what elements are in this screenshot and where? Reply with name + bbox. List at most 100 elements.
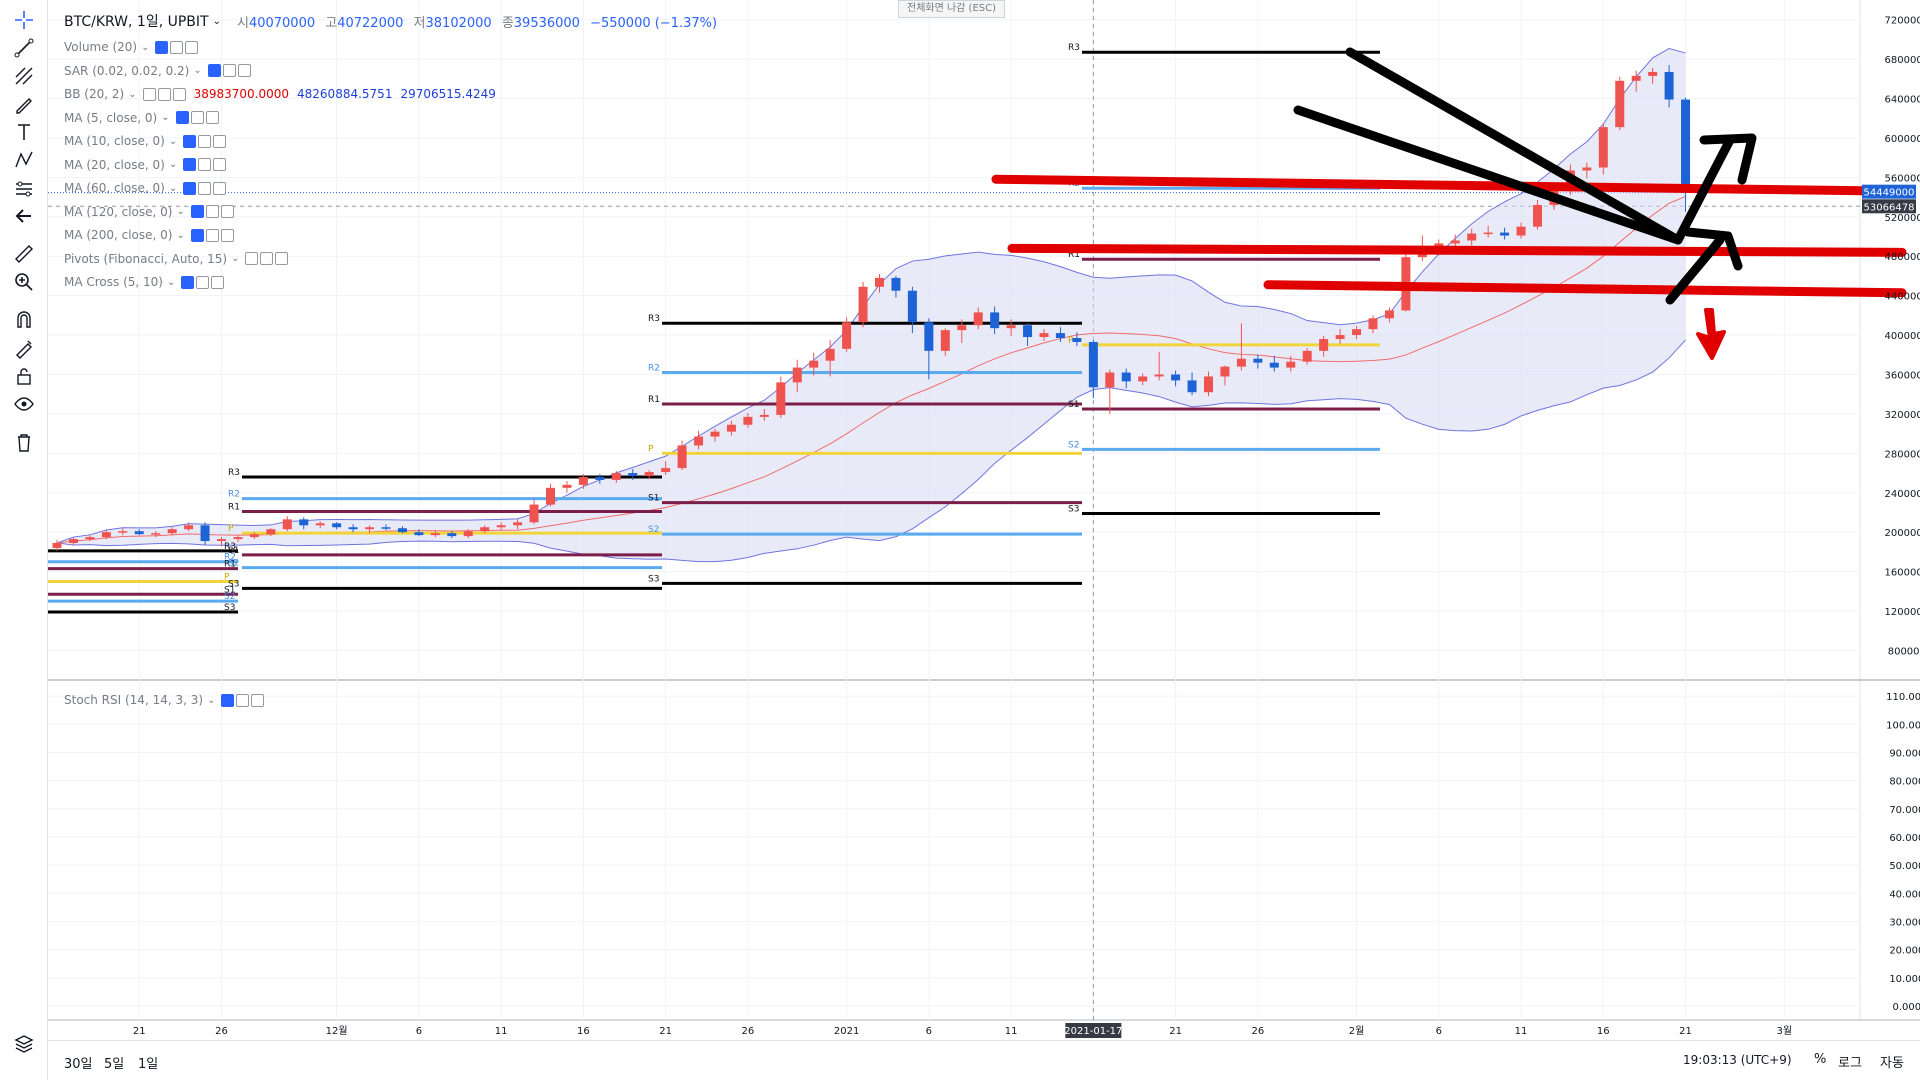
candle[interactable] (1253, 354, 1263, 369)
brush-icon[interactable] (8, 90, 40, 118)
candle[interactable] (1335, 329, 1345, 344)
indicator-label[interactable]: MA (20, close, 0) (64, 157, 165, 172)
candle[interactable] (496, 522, 506, 531)
candle[interactable] (1582, 162, 1592, 179)
indicator-label[interactable]: MA (10, close, 0) (64, 134, 165, 148)
zoom-icon[interactable] (8, 268, 40, 296)
candle[interactable] (1467, 228, 1477, 246)
candle[interactable] (184, 522, 194, 532)
candle[interactable] (365, 525, 375, 534)
candle[interactable] (710, 428, 720, 442)
candle[interactable] (546, 483, 555, 507)
indicator-controls[interactable] (142, 87, 186, 101)
candle[interactable] (776, 376, 786, 418)
candle[interactable] (1220, 365, 1230, 386)
chevron-down-icon[interactable]: ⌄ (176, 206, 185, 217)
magnet-icon[interactable] (8, 306, 40, 334)
indicator-legend[interactable]: SAR (0.02, 0.02, 0.2) ⌄ (64, 61, 251, 81)
chevron-down-icon[interactable]: ⌄ (231, 253, 240, 264)
candle[interactable] (842, 317, 852, 352)
candle[interactable] (973, 307, 983, 330)
candle[interactable] (381, 524, 391, 531)
candle[interactable] (1384, 307, 1394, 323)
candle[interactable] (595, 474, 605, 484)
indicator-label[interactable]: MA (200, close, 0) (64, 228, 173, 242)
candle[interactable] (1006, 319, 1016, 337)
candle[interactable] (578, 474, 588, 489)
candle[interactable] (726, 420, 736, 436)
ruler-icon[interactable] (8, 240, 40, 268)
candle[interactable] (1664, 65, 1674, 108)
candle[interactable] (1236, 323, 1246, 371)
indicator-controls[interactable] (190, 205, 234, 218)
symbol-header[interactable]: BTC/KRW, 1일, UPBIT ⌄ 시40070000 고40722000… (64, 10, 717, 32)
candle[interactable] (85, 535, 95, 542)
candle[interactable] (529, 499, 539, 525)
indicator-label[interactable]: Pivots (Fibonacci, Auto, 15) (64, 251, 228, 266)
candle[interactable] (1302, 347, 1312, 365)
indicator-legend[interactable]: MA Cross (5, 10) ⌄ (64, 272, 225, 292)
range-5d-button[interactable]: 5일 (104, 1057, 125, 1072)
candle[interactable] (1039, 329, 1049, 341)
indicator-controls[interactable] (183, 181, 227, 195)
candle[interactable] (792, 359, 802, 393)
candle[interactable] (1105, 369, 1115, 414)
candle[interactable] (167, 527, 177, 536)
candle[interactable] (940, 328, 950, 356)
trash-icon[interactable] (8, 428, 40, 456)
candle[interactable] (1483, 225, 1493, 238)
candle[interactable] (1286, 355, 1296, 372)
candle[interactable] (1533, 200, 1542, 230)
pattern-icon[interactable] (8, 146, 40, 174)
range-1d-button[interactable]: 1일 (138, 1057, 159, 1072)
indicator-label[interactable]: SAR (0.02, 0.02, 0.2) (64, 63, 190, 78)
candle[interactable] (233, 535, 243, 543)
indicator-label[interactable]: MA Cross (5, 10) (64, 275, 163, 289)
indicator-legend[interactable]: MA (10, close, 0) ⌄ (64, 131, 227, 151)
candle[interactable] (414, 529, 424, 537)
candle[interactable] (332, 522, 342, 530)
indicator-legend[interactable]: MA (20, close, 0) ⌄ (64, 155, 227, 175)
indicator-legend[interactable]: MA (200, close, 0) ⌄ (64, 225, 234, 245)
candle[interactable] (1023, 323, 1033, 346)
candle[interactable] (1187, 372, 1197, 396)
candle[interactable] (858, 281, 868, 328)
candle[interactable] (825, 340, 835, 377)
candle[interactable] (463, 529, 473, 539)
price-chart[interactable]: R3R2R1PS1S2S3R3R2R1PS1S2S3R3R2R1PS1S2S3R… (48, 0, 1920, 1040)
chevron-down-icon[interactable]: ⌄ (166, 276, 176, 288)
chevron-down-icon[interactable]: ⌄ (168, 182, 178, 194)
crosshair-icon[interactable] (8, 6, 40, 34)
candle[interactable] (1269, 355, 1279, 372)
candle[interactable] (282, 516, 292, 532)
candle[interactable] (957, 319, 967, 343)
indicator-label[interactable]: MA (120, close, 0) (64, 204, 173, 219)
candle[interactable] (990, 306, 1000, 335)
stoch-rsi-legend[interactable]: Stoch RSI (14, 14, 3, 3) ⌄ (64, 690, 265, 710)
chevron-down-icon[interactable]: ⌄ (176, 229, 185, 241)
indicator-label[interactable]: MA (5, close, 0) (64, 110, 158, 125)
indicator-label[interactable]: MA (60, close, 0) (64, 181, 165, 195)
candle[interactable] (299, 517, 309, 530)
candle[interactable] (907, 286, 917, 334)
chevron-down-icon[interactable]: ⌄ (128, 88, 137, 100)
indicator-legend[interactable]: Pivots (Fibonacci, Auto, 15) ⌄ (64, 249, 289, 269)
candle[interactable] (1088, 340, 1098, 399)
pitchfork-icon[interactable] (8, 62, 40, 90)
indicator-legend[interactable]: MA (5, close, 0) ⌄ (64, 108, 219, 128)
candle[interactable] (151, 531, 161, 538)
candle[interactable] (134, 529, 144, 536)
indicator-legend[interactable]: Volume (20) ⌄ (64, 37, 199, 57)
candle[interactable] (1598, 123, 1608, 175)
indicator-legend[interactable]: MA (60, close, 0) ⌄ (64, 178, 227, 198)
indicator-controls[interactable] (190, 228, 234, 242)
candle[interactable] (743, 412, 753, 428)
candle[interactable] (118, 528, 128, 536)
candle[interactable] (101, 530, 111, 540)
lock-icon[interactable] (8, 362, 40, 390)
candle[interactable] (677, 440, 687, 471)
symbol-title[interactable]: BTC/KRW, 1일, UPBIT (64, 14, 209, 30)
candle[interactable] (447, 531, 457, 539)
candle[interactable] (348, 524, 358, 533)
percent-toggle[interactable]: % (1814, 1052, 1827, 1067)
